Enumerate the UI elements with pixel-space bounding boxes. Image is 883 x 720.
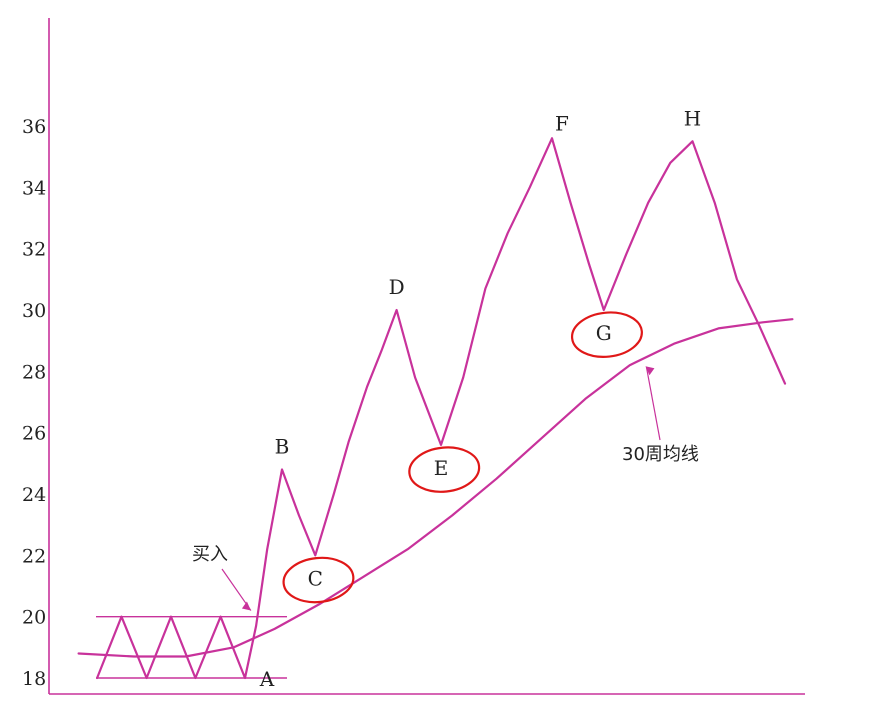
y-tick-label: 20 (22, 607, 46, 629)
point-label-d: D (389, 275, 405, 299)
annotation-buy-arrowhead (242, 602, 251, 611)
price-line (97, 138, 785, 678)
y-tick-label: 18 (22, 668, 46, 690)
point-label-g: G (596, 321, 612, 345)
y-tick-label: 26 (22, 423, 46, 445)
y-tick-label: 32 (22, 239, 46, 261)
moving-average-line (79, 319, 793, 656)
y-tick-label: 30 (22, 300, 46, 322)
y-tick-label: 34 (22, 177, 46, 199)
point-label-h: H (684, 106, 701, 130)
point-label-c: C (308, 566, 323, 590)
y-tick-label: 24 (22, 484, 46, 506)
annotation-ma-pointer (646, 367, 660, 440)
point-label-b: B (275, 434, 290, 458)
y-tick-label: 22 (22, 545, 46, 567)
point-label-e: E (434, 456, 449, 480)
y-tick-label: 36 (22, 116, 46, 138)
annotation-ma-label: 30周均线 (622, 444, 699, 465)
annotation-buy-label: 买入 (192, 544, 228, 565)
point-label-f: F (555, 111, 569, 135)
point-label-a: A (259, 667, 275, 691)
y-tick-label: 28 (22, 361, 46, 383)
